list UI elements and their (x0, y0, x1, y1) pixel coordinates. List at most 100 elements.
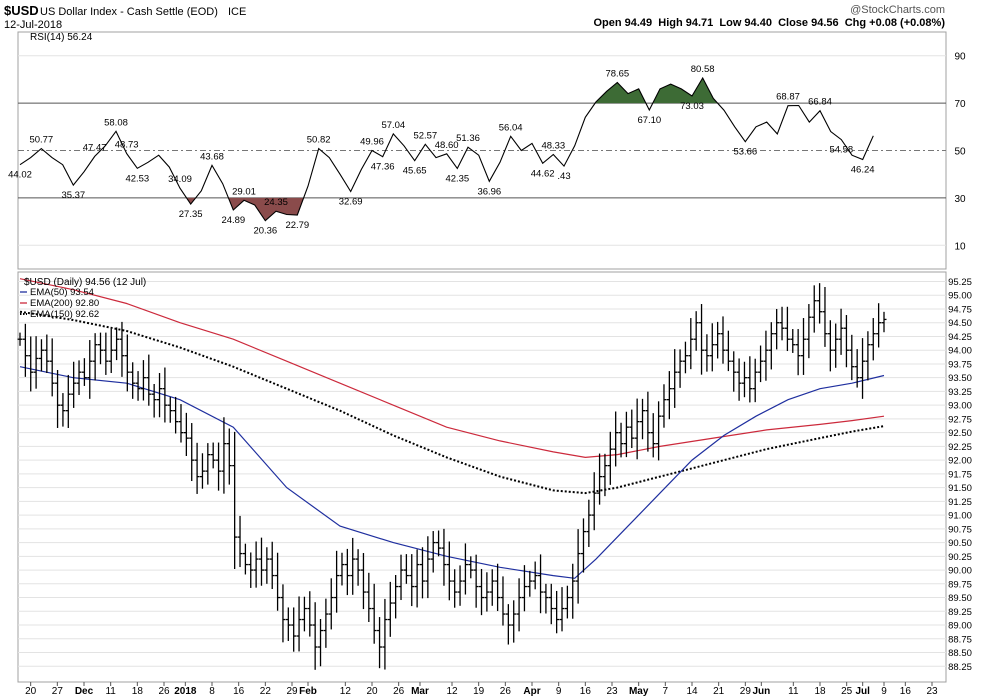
x-tick-label: 25 (841, 686, 853, 697)
rsi-value-label: 53.66 (733, 147, 757, 158)
price-ytick-label: 91.00 (948, 511, 972, 522)
ohlc-bar (725, 330, 731, 372)
ohlc-bar (473, 554, 479, 608)
rsi-value-label: 50.77 (29, 135, 53, 146)
ohlc-bar (237, 515, 243, 568)
ohlc-bar (656, 401, 662, 461)
rsi-value-label: 42.53 (125, 173, 149, 184)
ohlc-bar (301, 596, 307, 632)
ohlc-bar (205, 443, 211, 485)
ohlc-bar (559, 587, 565, 632)
ohlc-bar (495, 563, 501, 612)
x-tick-label: 20 (25, 686, 37, 697)
rsi-gridlines (18, 55, 946, 246)
ohlc-bar (860, 338, 866, 399)
x-tick-label: 16 (900, 686, 912, 697)
price-ytick-label: 92.75 (948, 414, 972, 425)
price-ytick-label: 94.75 (948, 304, 972, 315)
rsi-value-label: 80.58 (691, 64, 715, 75)
x-tick-label: 26 (393, 686, 405, 697)
ohlc-bar (801, 318, 807, 375)
ohlc-bar (344, 548, 350, 596)
ohlc-bar (505, 604, 511, 645)
ohlc-bar (704, 334, 710, 372)
ohlc-bar (452, 569, 458, 608)
ohlc-bar (119, 321, 125, 377)
x-tick-label: 18 (132, 686, 144, 697)
ohlc-bar (790, 329, 796, 353)
rsi-legend: RSI(14) 56.24 (30, 32, 93, 43)
rsi-ytick-label: 10 (954, 241, 966, 252)
price-ytick-label: 88.75 (948, 634, 972, 645)
x-tick-label: 8 (209, 686, 215, 697)
rsi-panel: 35.37 50.77 44.02 47.47 58.08 48.73 42.53 34.09… (8, 31, 966, 270)
ohlc-bar (511, 600, 517, 643)
x-tick-label: Feb (299, 686, 317, 697)
price-ytick-label: 90.50 (948, 538, 972, 549)
ohlc-bar (124, 334, 130, 392)
ohlc-bar (44, 334, 50, 374)
price-ytick-label: 94.25 (948, 332, 972, 343)
ohlc-bar (650, 413, 656, 458)
ohlc-bar (634, 398, 640, 460)
ohlc-bar (318, 618, 324, 667)
ohlc-bar (108, 328, 114, 374)
rsi-oversold-fill (228, 197, 304, 221)
ohlc-bar (280, 584, 286, 643)
ohlc-bar (688, 318, 694, 370)
price-ytick-label: 91.50 (948, 483, 972, 494)
ohlc-bar (393, 575, 399, 619)
ohlc-bar (387, 581, 393, 637)
price-ytick-label: 95.25 (948, 277, 972, 288)
ohlc-bar (682, 341, 688, 374)
ohlc-bar (307, 591, 313, 637)
ohlc-bar (162, 367, 168, 423)
x-tick-label: 23 (606, 686, 618, 697)
x-tick-label: 14 (686, 686, 698, 697)
ohlc-bar (258, 537, 264, 586)
ohlc-bar (709, 323, 715, 372)
ohlc-bar (543, 583, 549, 614)
ohlc-bar (527, 570, 533, 597)
ohlc-bar (403, 554, 409, 584)
ohlc-bar (838, 308, 844, 355)
rsi-fill-regions (186, 77, 718, 221)
rsi-value-label: 48.60 (435, 140, 459, 151)
ohlc-bar (38, 339, 44, 372)
rsi-oversold-fill (186, 197, 196, 205)
ohlc-bar (661, 384, 667, 428)
ohlc-bar (350, 537, 356, 595)
ohlc-bar (55, 369, 61, 428)
ohlc-bar (768, 322, 774, 370)
ohlc-bar (580, 518, 586, 573)
rsi-value-label: 24.35 (264, 197, 288, 208)
ohlc-bar (548, 583, 554, 625)
ohlc-bar (430, 531, 436, 573)
ohlc-bar (564, 585, 570, 619)
rsi-value-label: 48.33 (541, 141, 565, 152)
price-ytick-label: 93.00 (948, 401, 972, 412)
ohlc-bar (457, 565, 463, 606)
x-tick-label: 16 (233, 686, 245, 697)
ohlc-bar (441, 528, 447, 586)
ohlc-bar (736, 358, 742, 401)
x-tick-label: Jun (752, 686, 770, 697)
ohlc-bar (843, 315, 849, 368)
rsi-ytick-label: 70 (954, 99, 966, 110)
chart-date: 12-Jul-2018 (4, 19, 62, 31)
price-ytick-label: 94.00 (948, 346, 972, 357)
ohlc-bar (554, 590, 560, 634)
price-ytick-label: 91.75 (948, 469, 972, 480)
rsi-value-label: 45.65 (403, 166, 427, 177)
ohlc-bar (312, 602, 318, 670)
ohlc-bar (135, 371, 141, 401)
x-tick-label: 29 (740, 686, 752, 697)
price-ytick-label: 95.00 (948, 291, 972, 302)
ohlc-bar (371, 583, 377, 644)
ohlc-bar (360, 553, 366, 610)
ohlc-bar (216, 442, 222, 491)
rsi-value-label: 47.36 (371, 162, 395, 173)
x-tick-label: 19 (473, 686, 485, 697)
chart-symbol: $USD (4, 3, 39, 18)
